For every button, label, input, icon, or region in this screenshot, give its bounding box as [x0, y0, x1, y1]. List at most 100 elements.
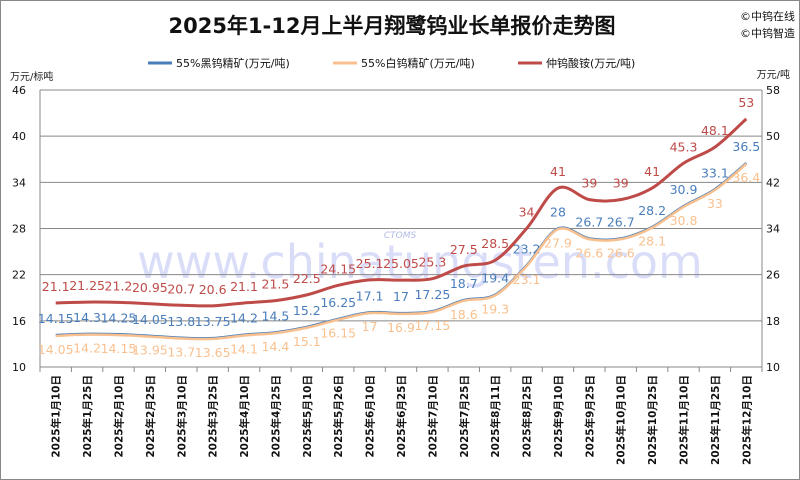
data-label: 14.15 [38, 311, 74, 326]
copyright-1: ©中钨在线 [740, 9, 795, 23]
data-label: 20.95 [132, 280, 168, 295]
right-tick-label: 50 [766, 130, 780, 143]
left-tick-label: 10 [12, 361, 26, 374]
x-tick-label: 2025年6月25日 [395, 375, 408, 458]
data-label: 14.2 [230, 311, 258, 326]
data-label: 21.5 [262, 277, 290, 292]
data-label: 14.4 [262, 339, 290, 354]
left-tick-label: 34 [12, 176, 26, 189]
data-label: 21.1 [42, 279, 70, 294]
data-label: 26.7 [575, 215, 603, 230]
data-label: 17 [393, 289, 409, 304]
right-tick-label: 26 [766, 269, 780, 282]
data-label: 18.6 [450, 307, 478, 322]
data-label: 26.6 [575, 245, 603, 260]
x-tick-label: 2025年9月25日 [583, 375, 596, 458]
x-tick-label: 2025年4月10日 [238, 375, 251, 458]
x-tick-label: 2025年11月25日 [709, 375, 722, 465]
right-tick-label: 18 [766, 315, 780, 328]
left-tick-label: 46 [12, 84, 26, 97]
data-label: 28.1 [638, 234, 666, 249]
data-label: 14.3 [73, 310, 101, 325]
data-label: 14.25 [101, 310, 137, 325]
data-label: 14.1 [230, 341, 258, 356]
data-label: 20.7 [167, 281, 195, 296]
x-tick-label: 2025年9月10日 [552, 375, 565, 458]
data-label: 28 [550, 205, 566, 220]
data-label: 22.5 [293, 271, 321, 286]
data-label: 25.05 [383, 256, 419, 271]
data-label: 17.1 [356, 288, 384, 303]
chart-title: 2025年1-12月上半月翔鹭钨业长单报价走势图 [169, 14, 616, 38]
data-label: 14.05 [132, 312, 168, 327]
data-label: 14.15 [101, 341, 137, 356]
data-label: 30.9 [670, 182, 698, 197]
logo-text: CTOMS [384, 231, 417, 241]
data-label: 18.7 [450, 276, 478, 291]
data-label: 27.5 [450, 242, 478, 257]
data-label: 15.1 [293, 334, 321, 349]
data-label: 20.6 [199, 282, 227, 297]
right-tick-label: 10 [766, 361, 780, 374]
x-tick-label: 2025年2月25日 [144, 375, 157, 458]
x-tick-label: 2025年10月10日 [615, 375, 628, 465]
data-label: 21.2 [105, 278, 133, 293]
data-label: 17 [362, 319, 378, 334]
plot-area: 10 16 22 28 34 40 46 10 18 26 34 42 50 58 2025年1月10日 20… [12, 84, 780, 465]
data-label: 16.9 [387, 320, 415, 335]
data-label: 26.6 [607, 245, 635, 260]
data-label: 13.7 [167, 345, 195, 360]
x-tick-label: 2025年7月25日 [458, 375, 471, 458]
x-tick-label: 2025年12月10日 [740, 375, 753, 465]
right-tick-label: 34 [766, 223, 780, 236]
data-label: 39 [581, 176, 597, 191]
x-tick-label: 2025年11月10日 [678, 375, 691, 465]
data-label: 15.2 [293, 303, 321, 318]
data-label: 26.7 [607, 215, 635, 230]
left-axis-unit: 万元/标吨 [10, 70, 53, 83]
x-tick-label: 2025年10月25日 [646, 375, 659, 465]
series-line-2 [55, 162, 748, 341]
data-label: 34 [519, 205, 535, 220]
data-label: 14.2 [73, 341, 101, 356]
data-label: 33 [707, 196, 723, 211]
data-label: 45.3 [670, 139, 698, 154]
data-label: 16.15 [320, 326, 356, 341]
legend-label-3: 仲钨酸铵(万元/吨) [546, 56, 635, 70]
x-tick-label: 2025年1月25日 [81, 375, 94, 458]
data-label: 21.1 [230, 279, 258, 294]
x-tick-label: 2025年6月10日 [364, 375, 377, 458]
data-label: 21.25 [69, 278, 105, 293]
data-label: 25.1 [356, 256, 384, 271]
data-label: 17.25 [414, 287, 450, 302]
x-tick-label: 2025年7月10日 [426, 375, 439, 458]
x-tick-label: 2025年5月26日 [332, 375, 345, 458]
data-label: 33.1 [701, 165, 729, 180]
data-label: 23.2 [513, 241, 541, 256]
data-label: 24.15 [320, 261, 356, 276]
left-tick-label: 40 [12, 130, 26, 143]
x-tick-label: 2025年4月25日 [269, 375, 282, 458]
left-tick-label: 16 [12, 315, 26, 328]
x-tick-label: 2025年2月10日 [112, 375, 125, 458]
legend: 55%黑钨精矿(万元/吨) 55%白钨精矿(万元/吨) 仲钨酸铵(万元/吨) [148, 56, 635, 70]
data-label: 30.8 [670, 213, 698, 228]
legend-label-1: 55%黑钨精矿(万元/吨) [176, 57, 290, 70]
series-line-3 [55, 117, 748, 308]
data-label: 36.4 [732, 170, 760, 185]
data-label: 41 [644, 164, 660, 179]
left-tick-label: 28 [12, 223, 26, 236]
right-axis-unit: 万元/吨 [757, 68, 790, 81]
data-label: 13.65 [195, 345, 231, 360]
data-label: 28.5 [481, 236, 509, 251]
left-tick-label: 22 [12, 269, 26, 282]
data-label: 14.5 [262, 308, 290, 323]
data-label: 39 [613, 176, 629, 191]
data-label: 53 [738, 95, 754, 110]
data-label: 36.5 [732, 139, 760, 154]
data-label: 13.75 [195, 314, 231, 329]
data-label: 23.1 [513, 272, 541, 287]
x-tick-label: 2025年8月11日 [489, 375, 502, 458]
data-label: 27.9 [544, 235, 572, 250]
